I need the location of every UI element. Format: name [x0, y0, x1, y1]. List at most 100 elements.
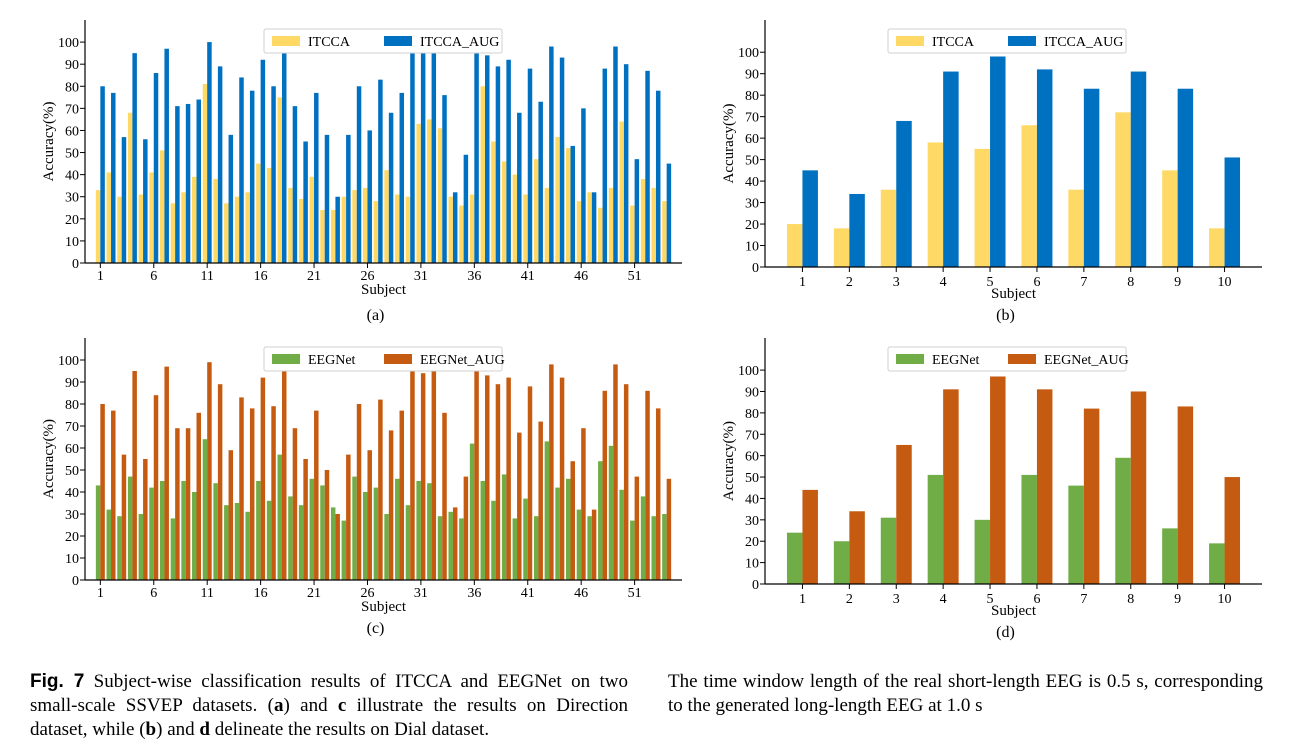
- x-tick-label: 4: [940, 592, 947, 607]
- bar: [485, 375, 490, 580]
- bar: [356, 86, 362, 264]
- bar: [234, 503, 240, 580]
- x-tick-label: 51: [628, 269, 642, 284]
- x-tick-label: 9: [1174, 592, 1181, 607]
- bar: [196, 412, 201, 580]
- caption-ref-d: d: [199, 719, 210, 740]
- bar: [570, 145, 575, 263]
- bar: [581, 108, 586, 263]
- y-tick-label: 0: [72, 257, 79, 272]
- bar: [662, 201, 667, 263]
- bar: [608, 187, 614, 263]
- bar: [384, 514, 389, 580]
- bar: [943, 389, 959, 584]
- bar: [640, 496, 646, 580]
- bar: [271, 86, 276, 264]
- bar: [640, 179, 646, 263]
- series-eegnet: [95, 439, 667, 580]
- legend-box: [263, 346, 503, 372]
- y-tick-label: 20: [745, 535, 759, 550]
- bar: [260, 377, 266, 580]
- bar: [213, 483, 218, 580]
- bar: [256, 481, 261, 580]
- bar: [143, 459, 148, 580]
- x-tick-label: 41: [521, 586, 535, 601]
- bar: [121, 137, 127, 263]
- bar: [833, 541, 850, 584]
- x-tick-label: 31: [414, 586, 428, 601]
- bar: [106, 172, 112, 263]
- y-tick-label: 10: [745, 240, 759, 255]
- bar: [630, 205, 635, 263]
- bar: [416, 123, 421, 263]
- bar: [427, 483, 432, 580]
- bar: [314, 410, 319, 580]
- bar: [802, 170, 818, 267]
- bar: [587, 516, 592, 580]
- bar: [207, 42, 212, 264]
- bar: [314, 92, 319, 264]
- bar: [181, 192, 186, 263]
- x-tick-label: 1: [97, 269, 104, 284]
- bar: [249, 90, 255, 263]
- bar: [608, 445, 614, 580]
- x-tick-label: 2: [846, 592, 853, 607]
- x-tick-label: 41: [521, 269, 535, 284]
- bar: [143, 139, 148, 263]
- chart-b: 0 10 20 30 40 50 60 70 80 90 100 1 2 3 4 5 6 7 8 9 10 Subject…: [721, 20, 1262, 324]
- bar: [159, 481, 165, 580]
- bar: [452, 507, 458, 580]
- bar: [1036, 69, 1053, 268]
- caption-text-3: illustrate the results on Direction data…: [30, 695, 628, 740]
- bar: [164, 48, 169, 263]
- bar: [786, 224, 803, 267]
- panel-label: (d): [996, 624, 1015, 641]
- y-tick-label: 70: [745, 428, 759, 443]
- y-tick-label: 100: [58, 354, 79, 369]
- y-tick-label: 50: [65, 147, 79, 162]
- x-tick-label: 2: [846, 275, 853, 290]
- y-tick-label: 80: [65, 80, 79, 95]
- x-tick-label: 11: [200, 269, 213, 284]
- series-itcca-aug: [802, 56, 1241, 268]
- bar: [416, 481, 421, 580]
- bar: [292, 428, 298, 580]
- bar: [362, 492, 368, 580]
- y-tick-label: 20: [65, 530, 79, 545]
- y-tick-label: 90: [745, 385, 759, 400]
- bar: [566, 478, 571, 580]
- bar: [437, 128, 443, 263]
- caption-text-2: ) and: [283, 695, 338, 716]
- y-tick-label: 30: [745, 514, 759, 529]
- caption-text-5: delineate the results on Dial dataset.: [209, 719, 490, 740]
- bar: [192, 492, 197, 580]
- bar: [849, 193, 865, 267]
- bar: [138, 194, 144, 263]
- x-axis-label: Subject: [991, 603, 1037, 619]
- y-tick-label: 60: [65, 124, 79, 139]
- bar: [367, 130, 372, 263]
- y-tick-label: 10: [745, 557, 759, 572]
- x-tick-label: 5: [987, 592, 994, 607]
- bar: [405, 196, 411, 263]
- bar: [388, 430, 394, 580]
- bar: [491, 500, 496, 580]
- bar: [234, 196, 240, 263]
- bar: [480, 481, 486, 580]
- bar: [512, 518, 518, 580]
- bar: [249, 408, 255, 580]
- bar: [309, 176, 315, 263]
- bar: [533, 516, 539, 580]
- bar: [598, 207, 603, 263]
- legend-label: EEGNet: [308, 353, 356, 368]
- x-tick-label: 5: [987, 275, 994, 290]
- bar: [619, 489, 624, 580]
- bar: [228, 450, 234, 580]
- caption-text-4: ) and: [156, 719, 200, 740]
- x-tick-label: 21: [307, 269, 321, 284]
- bar: [602, 390, 608, 580]
- bar: [431, 366, 437, 580]
- bar: [288, 496, 293, 580]
